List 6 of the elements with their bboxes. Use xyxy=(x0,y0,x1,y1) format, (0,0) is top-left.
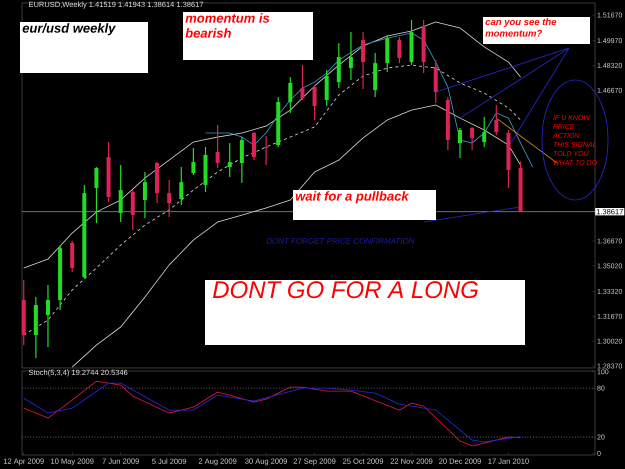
annotation: wait for a pullback xyxy=(296,191,410,204)
annotation: eur/usd weekly xyxy=(22,23,116,36)
annotation: momentum is bearish xyxy=(185,13,270,38)
annotation: can you see the momentum? xyxy=(485,18,556,37)
annotation: DONT FORGET PRICE CONFIRMATION xyxy=(266,238,415,244)
annotation: DONT GO FOR A LONG xyxy=(212,281,478,298)
